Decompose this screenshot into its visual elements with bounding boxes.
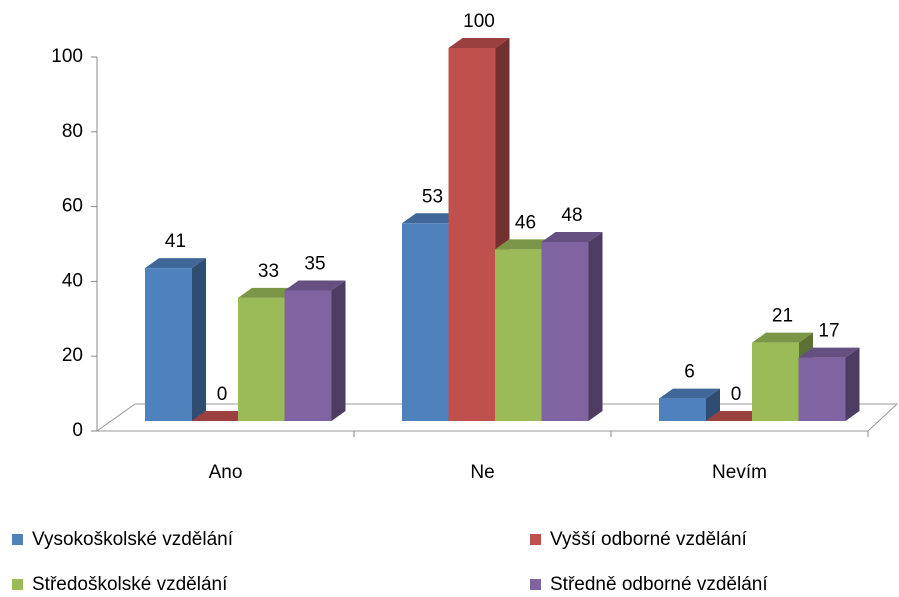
y-tick-label: 60: [62, 196, 83, 217]
legend-swatch: [12, 579, 23, 590]
bar-face: [588, 231, 603, 421]
x-tick-label: Nevím: [712, 462, 767, 483]
bar-face: [402, 223, 449, 421]
data-label: 21: [772, 306, 793, 327]
bar-face: [448, 48, 496, 421]
bar-face: [145, 268, 192, 421]
bar: [659, 388, 720, 421]
bar-face: [495, 249, 542, 421]
data-label: 17: [818, 321, 839, 342]
bar-face: [659, 388, 720, 399]
data-label: 53: [422, 186, 443, 207]
bar-face: [798, 347, 860, 358]
bar: [705, 411, 767, 421]
bar-face: [238, 287, 299, 298]
y-tick-label: 40: [62, 270, 83, 291]
x-tick-label: Ne: [470, 462, 494, 483]
bar: [284, 280, 346, 421]
bar-face: [284, 290, 332, 421]
bar-face: [541, 231, 603, 242]
bar: [145, 258, 206, 421]
bar-face: [331, 280, 346, 421]
data-label: 0: [731, 384, 742, 405]
bar-face: [145, 258, 206, 269]
x-tick-label: Ano: [209, 462, 243, 483]
bar-face: [706, 388, 720, 421]
bar-face: [659, 398, 706, 421]
bar-face: [402, 213, 463, 224]
bar-face: [238, 297, 285, 421]
data-label: 0: [217, 384, 228, 405]
data-label: 41: [165, 231, 186, 252]
bar-face: [752, 342, 799, 421]
data-label: 100: [463, 11, 495, 32]
bar-face: [705, 411, 767, 421]
legend-swatch: [530, 579, 541, 590]
bar-face: [448, 38, 510, 48]
data-label: 48: [561, 205, 582, 226]
bar-face: [845, 347, 860, 421]
data-label: 6: [684, 362, 695, 383]
bar-face: [192, 258, 206, 421]
y-tick-label: 20: [62, 345, 83, 366]
legend-label: Vysokoškolské vzdělání: [32, 529, 234, 550]
legend-swatch: [530, 534, 541, 545]
data-label: 33: [258, 261, 279, 282]
bar: [191, 411, 253, 421]
bar: [798, 347, 860, 421]
bar-face: [191, 411, 253, 421]
bar-face: [495, 239, 556, 250]
bar-face: [284, 280, 346, 291]
bar-face: [798, 357, 846, 421]
data-label: 46: [515, 212, 536, 233]
y-tick-label: 100: [51, 46, 83, 67]
bar-face: [541, 241, 589, 421]
bar: [541, 231, 603, 421]
legend-swatch: [12, 534, 23, 545]
y-tick-label: 0: [72, 420, 83, 441]
y-tick-label: 80: [62, 121, 83, 142]
legend-label: Vyšší odborné vzdělání: [550, 529, 748, 550]
legend-label: Středoškolské vzdělání: [32, 574, 228, 595]
data-label: 35: [304, 253, 325, 274]
legend-label: Středně odborné vzdělání: [550, 574, 768, 595]
bar-face: [752, 332, 813, 343]
